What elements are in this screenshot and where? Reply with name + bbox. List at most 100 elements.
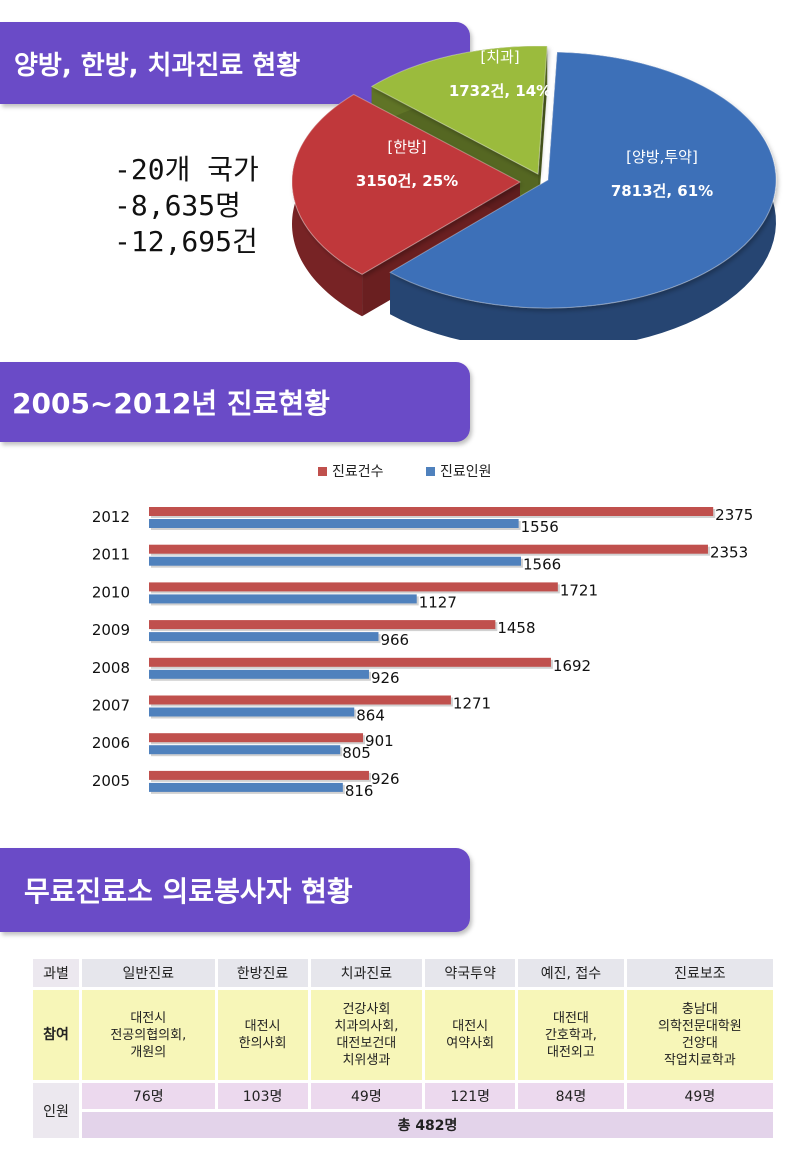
bar	[149, 544, 708, 554]
pie-slice-label: [한방]	[387, 138, 426, 156]
bar-value-label: 2353	[710, 544, 748, 562]
category-label: 2007	[92, 697, 130, 715]
participant-line: 건강사회	[342, 1002, 391, 1017]
count-cell: 84명	[518, 1083, 624, 1109]
participant-line: 대전시	[130, 1010, 167, 1026]
bar-value-label: 1566	[523, 556, 561, 574]
header-cell: 과별	[33, 959, 79, 987]
banner-title: 무료진료소 의료봉사자 현황	[24, 875, 353, 908]
participant-line: 대전보건대	[336, 1036, 397, 1051]
participant-line: 전공의협의회,	[110, 1027, 187, 1043]
bar	[149, 669, 369, 679]
count-row: 인원 76명 103명 49명 121명 84명 49명	[33, 1083, 773, 1138]
pie-slice-wall	[538, 46, 548, 216]
count-cell: 49명	[310, 1083, 423, 1109]
participant-line: 대전대	[553, 1010, 589, 1026]
header-cell: 예진, 접수	[518, 959, 624, 987]
participant-line: 건양대	[681, 1036, 718, 1051]
participants-row: 참여 대전시 전공의협의회, 개원의 대전시 한의사회 건강사회 치과의사회, 대전보건대…	[33, 990, 773, 1080]
category-label: 2012	[92, 508, 130, 526]
pie-slice-value: 7813건, 61%	[611, 182, 713, 200]
bar	[149, 657, 551, 667]
bar	[149, 733, 364, 743]
participant-line: 한의사회	[238, 1036, 287, 1051]
participant-line: 의학전문대학원	[657, 1019, 742, 1034]
participant-line: 작업치료학과	[663, 1053, 736, 1068]
pie-slice-label: [치과]	[480, 48, 519, 66]
bar-value-label: 1692	[553, 657, 591, 675]
bar	[149, 782, 343, 792]
legend-swatch	[426, 467, 435, 476]
bar-value-label: 2375	[715, 506, 753, 524]
stat-countries: -20개 국가	[114, 153, 259, 186]
category-label: 2011	[92, 546, 130, 564]
header-cell: 한방진료	[217, 959, 308, 987]
table-header-row: 과별 일반진료 한방진료 치과진료 약국투약 예진, 접수 진료보조	[33, 959, 773, 987]
row-label: 인원	[33, 1083, 79, 1138]
category-label: 2008	[92, 659, 130, 677]
participant-cell: 대전대 간호학과, 대전외고	[518, 990, 624, 1080]
bar	[149, 582, 558, 592]
stat-cases: -12,695건	[114, 225, 258, 258]
bar	[149, 770, 369, 780]
bar	[149, 594, 417, 604]
participant-line: 치위생과	[342, 1053, 391, 1068]
bar	[149, 632, 379, 642]
pie-slice	[291, 93, 522, 275]
pie-chart: [양방,투약] 7813건, 61% [한방] 3150건, 25% [치과] 1732건…	[291, 45, 777, 340]
category-label: 2006	[92, 734, 130, 752]
bar-value-label: 966	[380, 631, 409, 649]
bar-value-label: 816	[345, 782, 374, 800]
total-cell: 총 482명	[82, 1112, 773, 1138]
bar-value-label: 926	[371, 770, 400, 788]
banner-title: 양방, 한방, 치과진료 현황	[14, 50, 301, 81]
participant-line: 치과의사회,	[334, 1019, 399, 1034]
legend-label: 진료인원	[440, 464, 492, 480]
bar-value-label: 805	[342, 744, 371, 762]
stat-people: -8,635명	[114, 189, 241, 222]
banner-title: 2005~2012년 진료현황	[12, 387, 330, 420]
pie-slice	[389, 51, 777, 309]
legend-label: 진료건수	[332, 464, 384, 480]
bar	[149, 556, 522, 566]
volunteer-table: 과별 일반진료 한방진료 치과진료 약국투약 예진, 접수 진료보조 참여 대전…	[30, 956, 776, 1141]
section-banner-volunteers: 무료진료소 의료봉사자 현황	[0, 848, 470, 932]
category-label: 2005	[92, 772, 130, 790]
participant-line: 개원의	[130, 1044, 167, 1060]
participant-line: 대전시	[244, 1019, 281, 1034]
bar-value-label: 1271	[453, 695, 491, 713]
participant-line: 충남대	[681, 1002, 718, 1017]
section-banner-status: 양방, 한방, 치과진료 현황	[0, 22, 470, 104]
header-cell: 진료보조	[626, 959, 773, 987]
participant-cell: 대전시 전공의협의회, 개원의	[82, 990, 215, 1080]
category-label: 2010	[92, 583, 130, 601]
bar-value-label: 1721	[560, 581, 598, 599]
bar-value-label: 901	[365, 732, 394, 750]
bar	[149, 695, 451, 705]
summary-stats: -20개 국가 -8,635명 -12,695건	[114, 152, 259, 260]
bar-value-label: 1556	[521, 518, 559, 536]
count-cell: 103명	[217, 1083, 308, 1109]
bar	[149, 507, 714, 516]
bar-value-label: 1127	[419, 593, 457, 611]
participant-line: 간호학과,	[544, 1027, 597, 1043]
header-cell: 약국투약	[425, 959, 516, 987]
count-cell: 76명	[82, 1083, 215, 1109]
count-cell: 49명	[626, 1083, 773, 1109]
bar-value-label: 864	[356, 707, 385, 725]
bar	[149, 707, 355, 717]
pie-slice-side	[390, 52, 776, 340]
pie-slice-label: [양방,투약]	[626, 148, 698, 166]
bar-value-label: 1458	[497, 619, 535, 637]
row-label: 참여	[33, 990, 79, 1080]
header-cell: 일반진료	[82, 959, 215, 987]
pie-slice-value: 3150건, 25%	[356, 172, 458, 190]
participant-line: 여약사회	[446, 1036, 495, 1051]
participant-line: 대전외고	[547, 1044, 595, 1060]
participant-line: 대전시	[452, 1019, 489, 1034]
category-label: 2009	[92, 621, 130, 639]
